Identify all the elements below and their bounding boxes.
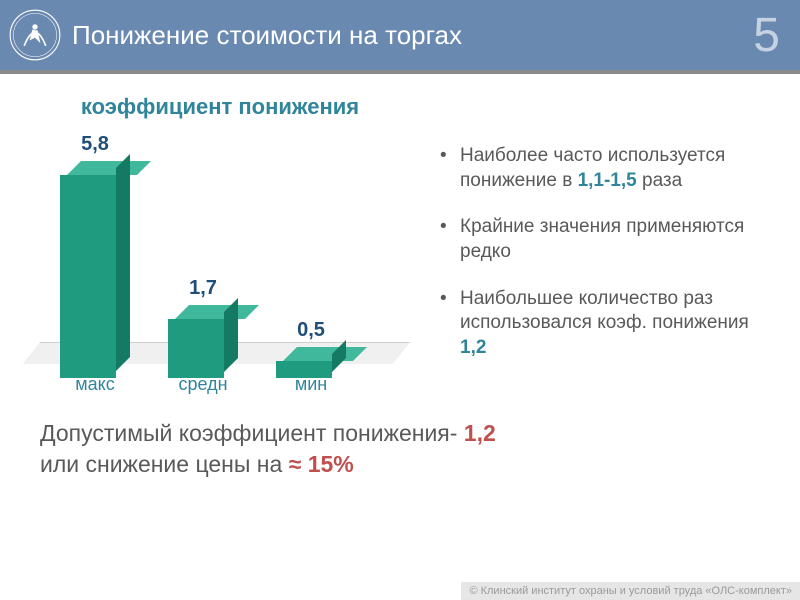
- summary-text: Допустимый коэффициент понижения- 1,2 ил…: [0, 404, 800, 480]
- slide-number: 5: [753, 8, 780, 63]
- header: Понижение стоимости на торгах 5: [0, 0, 800, 70]
- xaxis-label: средн: [168, 374, 238, 395]
- chart-bar: 5,8: [60, 161, 130, 364]
- chart-title: коэффициент понижения: [30, 94, 410, 120]
- bullet-item: Крайние значения применяются редко: [440, 215, 770, 264]
- footer-copyright: © Клинский институт охраны и условий тру…: [461, 582, 800, 600]
- chart-bar: 0,5: [276, 347, 346, 365]
- summary-value1: 1,2: [464, 420, 496, 446]
- bar-value-label: 5,8: [60, 133, 130, 156]
- bar-value-label: 0,5: [276, 319, 346, 342]
- logo-icon: [8, 8, 62, 62]
- chart-bar: 1,7: [168, 305, 238, 365]
- xaxis-label: мин: [276, 374, 346, 395]
- bullet-item: Наибольшее количество раз использовался …: [440, 287, 770, 361]
- main-content: коэффициент понижения 5,8 1,7 0,5 макс сред…: [0, 74, 800, 404]
- bullet-list: Наиболее часто используется понижение в …: [410, 94, 770, 404]
- chart-panel: коэффициент понижения 5,8 1,7 0,5 макс сред…: [30, 94, 410, 404]
- chart-xaxis: макс средн мин: [50, 374, 390, 404]
- xaxis-label: макс: [60, 374, 130, 395]
- summary-line2: или снижение цены на: [40, 451, 289, 477]
- summary-line1: Допустимый коэффициент понижения-: [40, 420, 464, 446]
- bar-chart: 5,8 1,7 0,5 макс средн мин: [30, 124, 410, 404]
- page-title: Понижение стоимости на торгах: [72, 20, 753, 51]
- bullet-item: Наиболее часто используется понижение в …: [440, 144, 770, 193]
- bar-value-label: 1,7: [168, 277, 238, 300]
- summary-value2: ≈ 15%: [289, 451, 354, 477]
